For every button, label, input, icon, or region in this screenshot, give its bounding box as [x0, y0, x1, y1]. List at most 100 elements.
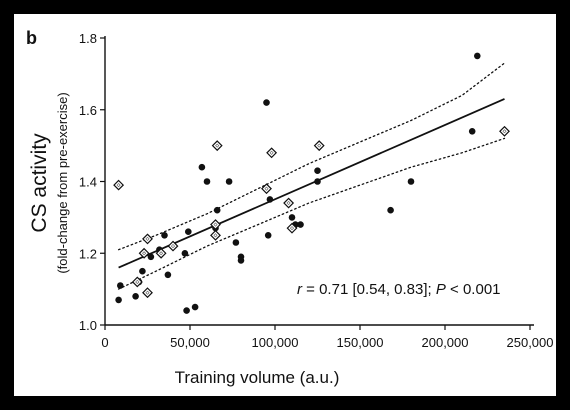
y-tick-label: 1.8 [79, 31, 97, 46]
diamond-inner [317, 143, 322, 148]
r-symbol: r [297, 281, 303, 298]
figure-panel: b CS activity (fold-change from pre-exer… [14, 14, 556, 396]
x-tick-label: 150,000 [337, 335, 384, 350]
filled-circle-point [232, 239, 240, 246]
diamond-outer [286, 222, 298, 234]
y-tick-label: 1.0 [79, 318, 97, 333]
filled-circle-point [183, 307, 190, 314]
filled-circle-point [387, 206, 394, 214]
diamond-inner [269, 150, 274, 155]
open-diamond-point [113, 179, 125, 191]
diamond-inner [145, 290, 150, 295]
panel-label: b [26, 28, 37, 48]
filled-circle-point [237, 257, 245, 264]
diamond-inner [289, 226, 295, 231]
filled-circle-point [198, 163, 206, 171]
open-diamond-point [313, 140, 325, 152]
open-diamond-point [211, 140, 223, 152]
diamond-outer [499, 125, 510, 137]
y-tick-label: 1.6 [79, 103, 97, 118]
filled-circle-point [314, 178, 321, 185]
regression-line [118, 98, 505, 269]
open-diamond-point [266, 147, 278, 159]
open-diamond-point [210, 229, 221, 241]
diamond-outer [211, 140, 223, 152]
open-diamond-point [131, 276, 143, 288]
open-diamond-point [210, 219, 221, 230]
filled-circle-point [185, 228, 192, 235]
filled-circle-point [314, 167, 321, 174]
open-diamond-point [138, 247, 150, 259]
filled-circle-point [263, 99, 270, 106]
filled-circle-point [225, 178, 233, 185]
diamond-outer [142, 233, 153, 245]
diamond-outer [155, 247, 167, 259]
p-symbol: P [436, 281, 446, 298]
x-ticks: 0 50,000 100,000 150,000 200,000 250,000 [101, 325, 554, 350]
y-tick-label: 1.4 [79, 175, 97, 190]
regression-line-group [118, 98, 505, 269]
diamond-inner [145, 236, 150, 241]
diamond-inner [116, 183, 121, 188]
confidence-bands [117, 62, 506, 290]
filled-circle-point [203, 178, 211, 185]
diamond-inner [170, 244, 176, 249]
diamond-outer [283, 197, 295, 209]
filled-circle-point [266, 196, 274, 203]
diamond-outer [210, 229, 221, 241]
x-axis-title: Training volume (a.u.) [175, 368, 340, 387]
diamond-inner [502, 129, 507, 134]
filled-circle-point [132, 293, 139, 300]
filled-circle-point [161, 232, 168, 239]
x-tick-label: 200,000 [422, 335, 469, 350]
diamond-inner [215, 143, 220, 148]
filled-circle-point [117, 282, 124, 289]
diamond-outer [113, 179, 125, 191]
filled-circle-point [468, 128, 476, 135]
filled-circle-point [213, 206, 221, 214]
diamond-outer [313, 140, 325, 152]
diamond-outer [210, 219, 221, 230]
open-diamond-point [283, 197, 295, 209]
diamond-inner [213, 222, 218, 227]
x-tick-label: 100,000 [252, 335, 299, 350]
filled-circle-point [297, 221, 304, 228]
open-diamond-point [142, 287, 153, 299]
diamond-inner [286, 201, 291, 206]
diamond-inner [135, 279, 140, 284]
filled-circle-point [139, 267, 146, 275]
filled-circle-point [474, 52, 481, 60]
open-diamond-point [167, 240, 179, 252]
diamond-inner [213, 233, 218, 238]
diamond-outer [142, 287, 153, 299]
diamond-outer [266, 147, 278, 159]
diamond-inner [264, 186, 269, 191]
open-diamond-point [142, 233, 153, 245]
filled-circle-point [115, 296, 122, 304]
open-diamond-point [155, 247, 167, 259]
r-value: = 0.71 [0.54, 0.83]; [302, 281, 436, 298]
y-tick-label: 1.2 [79, 246, 97, 261]
ci-lower-band [117, 137, 506, 290]
filled-circle-point [407, 178, 415, 185]
axes [104, 36, 534, 326]
y-axis-subtitle: (fold-change from pre-exercise) [55, 92, 70, 273]
diamond-outer [167, 240, 179, 252]
diamond-inner [159, 251, 164, 256]
open-diamond-point [261, 183, 272, 195]
diamond-outer [261, 183, 272, 195]
y-axis-title: CS activity [28, 133, 51, 233]
correlation-annotation: r = 0.71 [0.54, 0.83]; P < 0.001 [297, 281, 501, 298]
x-tick-label: 250,000 [507, 335, 554, 350]
y-ticks: 1.0 1.2 1.4 1.6 1.8 [79, 31, 105, 333]
diamond-outer [131, 276, 143, 288]
data-points [113, 52, 510, 314]
p-value: < 0.001 [446, 281, 501, 298]
x-tick-label: 0 [101, 335, 108, 350]
filled-circle-point [164, 271, 172, 279]
filled-circle-point [264, 232, 272, 239]
filled-circle-point [147, 253, 155, 261]
scatter-chart: b CS activity (fold-change from pre-exer… [26, 28, 554, 387]
y-axis-title-group: CS activity (fold-change from pre-exerci… [28, 92, 70, 273]
filled-circle-point [191, 303, 199, 311]
